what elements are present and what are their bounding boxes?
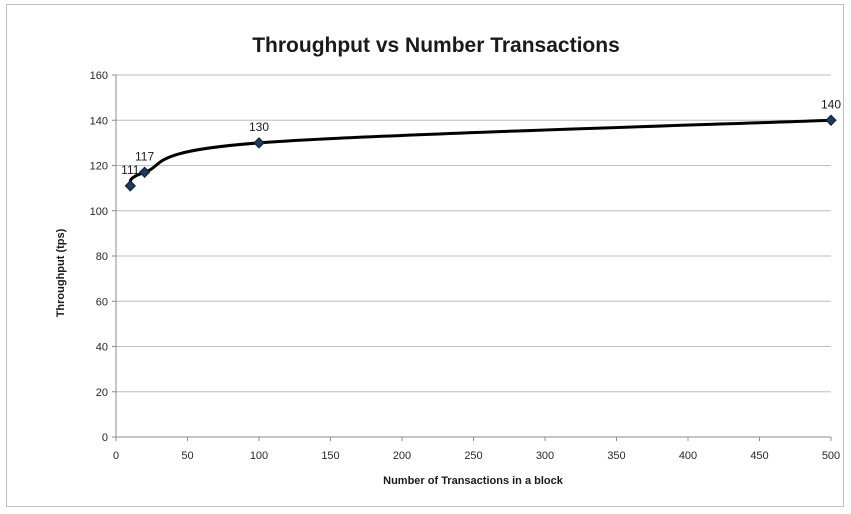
y-tick-label: 0 xyxy=(102,432,108,444)
y-tick-label: 40 xyxy=(96,342,108,354)
y-tick-label: 80 xyxy=(96,251,108,263)
y-tick-label: 100 xyxy=(90,206,108,218)
data-point-marker xyxy=(253,137,265,149)
data-point-marker xyxy=(138,166,151,178)
tick-labels: 0 20 40 60 80 100 120 140 160 0 50 100 150 200 250 300 3… xyxy=(90,70,841,462)
data-point-label: 111 xyxy=(121,163,140,177)
x-tick-label: 400 xyxy=(679,450,697,462)
x-tick-label: 100 xyxy=(250,450,268,462)
x-tick-label: 250 xyxy=(464,450,482,462)
axes xyxy=(112,74,832,441)
x-tick-label: 450 xyxy=(750,450,768,462)
chart-title: Throughput vs Number Transactions xyxy=(252,34,620,57)
data-point-marker xyxy=(825,114,837,126)
y-tick-label: 60 xyxy=(96,296,108,308)
x-tick-label: 500 xyxy=(822,450,840,462)
y-axis-title: Throughput (tps) xyxy=(55,228,67,317)
x-tick-label: 50 xyxy=(181,450,193,462)
x-axis-title: Number of Transactions in a block xyxy=(383,475,564,487)
data-point-label: 130 xyxy=(249,120,269,134)
x-tick-label: 300 xyxy=(536,450,554,462)
y-tick-label: 140 xyxy=(90,115,108,127)
y-tick-label: 160 xyxy=(90,70,108,82)
x-tick-label: 150 xyxy=(321,450,339,462)
x-tick-label: 0 xyxy=(113,450,119,462)
data-point-label: 140 xyxy=(821,97,841,111)
data-point-label: 117 xyxy=(135,149,154,163)
data-point-marker xyxy=(124,180,137,192)
x-tick-label: 200 xyxy=(393,450,411,462)
data-markers xyxy=(124,114,837,192)
y-tick-label: 20 xyxy=(96,387,108,399)
series-line xyxy=(128,118,832,187)
gridlines xyxy=(116,74,831,393)
x-tick-label: 350 xyxy=(607,450,625,462)
y-tick-label: 120 xyxy=(90,161,108,173)
